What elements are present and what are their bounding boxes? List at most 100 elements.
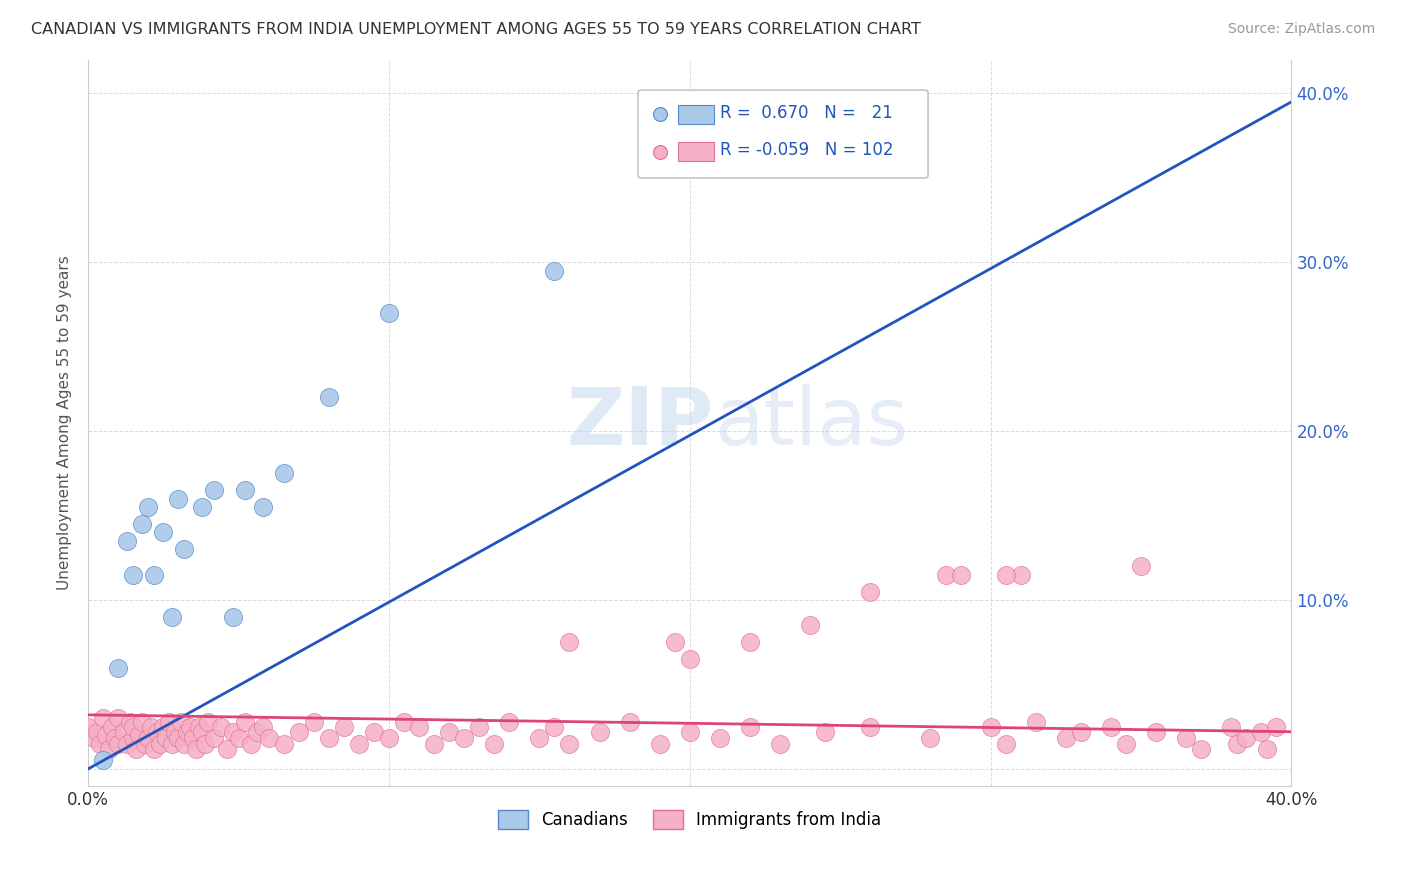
Point xyxy=(273,737,295,751)
Text: ZIP: ZIP xyxy=(567,384,714,462)
Point xyxy=(273,467,295,481)
Text: R =  0.670   N =   21: R = 0.670 N = 21 xyxy=(720,103,893,121)
Point xyxy=(1220,720,1243,734)
Point xyxy=(664,635,686,649)
Point xyxy=(183,731,205,746)
Point xyxy=(558,737,581,751)
Point xyxy=(246,724,269,739)
Point xyxy=(437,724,460,739)
Point xyxy=(122,731,145,746)
Point xyxy=(679,724,702,739)
Point xyxy=(179,720,201,734)
Point xyxy=(136,500,159,515)
Point xyxy=(228,731,250,746)
Point xyxy=(170,714,193,729)
Point xyxy=(209,720,232,734)
Point xyxy=(125,741,148,756)
Point xyxy=(859,720,882,734)
Point xyxy=(814,724,837,739)
Point xyxy=(104,731,127,746)
Point xyxy=(543,263,565,277)
Point xyxy=(468,720,491,734)
Point xyxy=(738,720,761,734)
Point xyxy=(709,731,731,746)
Point xyxy=(134,737,156,751)
Point xyxy=(1115,737,1137,751)
Point xyxy=(176,724,198,739)
Point xyxy=(558,635,581,649)
Point xyxy=(378,306,401,320)
Point xyxy=(83,731,105,746)
Point xyxy=(1189,741,1212,756)
Point xyxy=(1144,724,1167,739)
Point xyxy=(453,731,475,746)
Point xyxy=(679,652,702,666)
Point xyxy=(484,737,506,751)
Point xyxy=(498,714,520,729)
Point xyxy=(1250,724,1272,739)
Point xyxy=(934,567,956,582)
Point xyxy=(994,737,1017,751)
Point xyxy=(859,584,882,599)
Point xyxy=(191,724,214,739)
Text: CANADIAN VS IMMIGRANTS FROM INDIA UNEMPLOYMENT AMONG AGES 55 TO 59 YEARS CORRELA: CANADIAN VS IMMIGRANTS FROM INDIA UNEMPL… xyxy=(31,22,921,37)
FancyBboxPatch shape xyxy=(638,90,928,178)
Point xyxy=(1099,720,1122,734)
Point xyxy=(1010,567,1032,582)
Point xyxy=(167,491,190,506)
Legend: Canadians, Immigrants from India: Canadians, Immigrants from India xyxy=(491,803,889,836)
Point xyxy=(302,714,325,729)
Point xyxy=(107,660,129,674)
Point xyxy=(257,731,280,746)
Point xyxy=(152,525,174,540)
Point xyxy=(738,145,761,160)
Bar xyxy=(678,104,714,123)
Point xyxy=(1070,724,1092,739)
Point xyxy=(949,567,972,582)
Point xyxy=(1025,714,1047,729)
Point xyxy=(149,737,172,751)
Point xyxy=(117,533,139,548)
Point xyxy=(980,720,1002,734)
Point xyxy=(143,567,166,582)
Text: Source: ZipAtlas.com: Source: ZipAtlas.com xyxy=(1227,22,1375,37)
Point xyxy=(128,728,150,742)
Point xyxy=(91,711,114,725)
Point xyxy=(648,737,671,751)
Point xyxy=(363,724,385,739)
Point xyxy=(194,737,217,751)
Point xyxy=(89,737,111,751)
Point xyxy=(117,737,139,751)
Point xyxy=(120,714,142,729)
Point xyxy=(162,610,184,624)
Point xyxy=(112,724,135,739)
Point xyxy=(1054,731,1077,746)
Point xyxy=(143,741,166,756)
Point xyxy=(1226,737,1249,751)
Bar xyxy=(678,143,714,161)
Point xyxy=(167,731,190,746)
Point xyxy=(738,635,761,649)
Point xyxy=(191,500,214,515)
Point xyxy=(287,724,309,739)
Point xyxy=(122,567,145,582)
Point xyxy=(318,390,340,404)
Point xyxy=(239,737,262,751)
Point xyxy=(378,731,401,746)
Point xyxy=(215,741,238,756)
Point xyxy=(122,720,145,734)
Point xyxy=(588,724,610,739)
Point xyxy=(769,737,792,751)
Point xyxy=(107,737,129,751)
Point xyxy=(333,720,356,734)
Point xyxy=(136,731,159,746)
Point xyxy=(188,720,211,734)
Point xyxy=(173,737,195,751)
Point xyxy=(529,731,551,746)
Point xyxy=(155,731,177,746)
Point xyxy=(252,720,274,734)
Point xyxy=(165,724,187,739)
Point xyxy=(347,737,370,751)
Y-axis label: Unemployment Among Ages 55 to 59 years: Unemployment Among Ages 55 to 59 years xyxy=(58,255,72,591)
Point xyxy=(994,567,1017,582)
